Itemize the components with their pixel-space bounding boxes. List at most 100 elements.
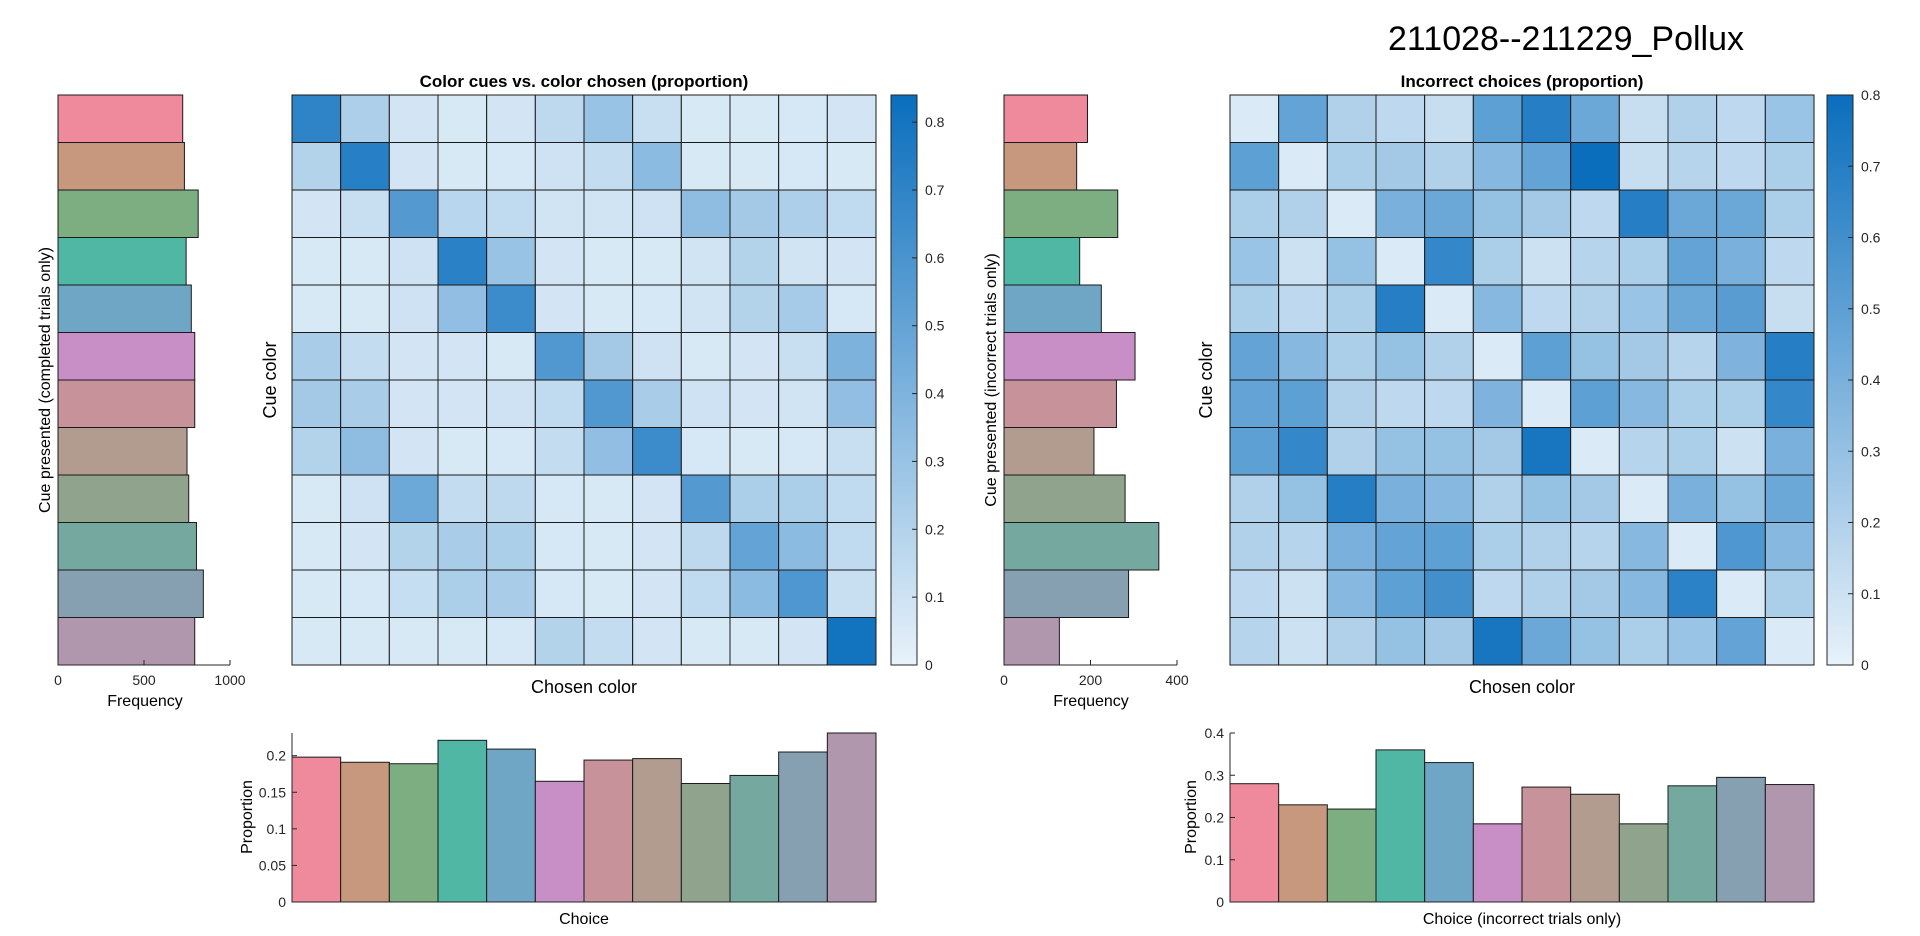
heat-cell — [1618, 379, 1669, 428]
colorbar-tick-label: 0.2 — [1861, 515, 1881, 531]
heat-cell — [291, 94, 342, 143]
heat-cell — [1229, 237, 1280, 286]
heat-cell — [437, 427, 488, 476]
vbar-7 — [1521, 786, 1572, 903]
hist-completed-ylabel: Cue presented (completed trials only) — [37, 247, 54, 513]
x-tick-label: 0 — [54, 672, 62, 688]
heat-cell — [729, 522, 780, 571]
heat-cell — [1229, 379, 1280, 428]
bar-choice-ticks: 0 0.05 0.1 0.15 0.2 — [259, 733, 876, 910]
heat-cell — [1375, 569, 1426, 618]
heat-cell — [1667, 94, 1718, 143]
heat-cell — [388, 569, 439, 618]
hbar-7 — [1003, 379, 1117, 428]
bar-incorrect-panel: 0 0.1 0.2 0.3 0.4 Choice (incorrect trials o… — [1183, 725, 1815, 928]
heat-cell — [583, 474, 634, 523]
vbar-3 — [388, 763, 439, 903]
heat-cell — [291, 284, 342, 333]
heat-cell — [340, 142, 390, 191]
heat-cell — [437, 189, 488, 238]
heat-incorrect-ylabel: Cue color — [1196, 341, 1216, 418]
bar-incorrect-xlabel: Choice (incorrect trials only) — [1423, 911, 1621, 928]
hist-incorrect-ylabel: Cue presented (incorrect trials only) — [983, 253, 1000, 506]
colorbar-tick-label: 0.6 — [925, 250, 945, 266]
heat-cell — [437, 522, 488, 571]
heat-cell — [729, 379, 780, 428]
heat-cell — [1521, 474, 1572, 523]
heat-cell — [1424, 617, 1474, 666]
bar-incorrect-ticks: 0 0.1 0.2 0.3 0.4 — [1205, 725, 1814, 910]
heat-cell — [632, 427, 682, 476]
colorbar-tick-label: 0.7 — [1861, 158, 1881, 174]
colorbar-tick-label: 0.3 — [1861, 443, 1881, 459]
heat-cell — [1229, 617, 1280, 666]
heat-cell — [1472, 284, 1523, 333]
heat-cell — [437, 142, 488, 191]
heat-cell — [1375, 427, 1426, 476]
heat-cell — [486, 522, 536, 571]
heat-cell — [1521, 427, 1572, 476]
colorbar-tick-label: 0.6 — [1861, 230, 1881, 246]
heat-cell — [1667, 332, 1718, 381]
x-tick-label: 1000 — [214, 672, 245, 688]
heat-cell — [1326, 189, 1377, 238]
heat-cell — [1229, 142, 1280, 191]
heat-cell — [1667, 189, 1718, 238]
x-tick-label: 200 — [1079, 672, 1103, 688]
heat-cell — [1424, 332, 1474, 381]
heat-cell — [534, 427, 585, 476]
heat-cell — [486, 474, 536, 523]
heat-cell — [778, 189, 828, 238]
heat-cell — [291, 189, 342, 238]
heat-cell — [1424, 142, 1474, 191]
heat-cell — [1521, 284, 1572, 333]
heat-cell — [1570, 427, 1620, 476]
heat-cell — [1375, 142, 1426, 191]
hbar-2 — [1003, 142, 1078, 191]
vbar-1 — [291, 756, 342, 903]
heat-cell — [340, 474, 390, 523]
heat-cell — [1472, 237, 1523, 286]
heat-cell — [729, 284, 780, 333]
heat-cell — [1375, 617, 1426, 666]
hbar-8 — [57, 427, 188, 476]
heat-cell — [1716, 427, 1766, 476]
heat-cell — [340, 332, 390, 381]
heat-cell — [729, 617, 780, 666]
heat-cell — [1667, 284, 1718, 333]
heat-cell — [729, 332, 780, 381]
y-tick-label: 0 — [278, 894, 286, 910]
hbar-10 — [57, 522, 197, 571]
heat-cell — [1618, 189, 1669, 238]
heat-cell — [1278, 522, 1328, 571]
heat-cell — [778, 94, 828, 143]
heat-cell — [1375, 189, 1426, 238]
colorbar-tick-label: 0.4 — [925, 386, 945, 402]
heat-cell — [1521, 617, 1572, 666]
heat-cell — [729, 427, 780, 476]
heat-cell — [1326, 474, 1377, 523]
heat-cell — [1472, 332, 1523, 381]
heat-cell — [340, 237, 390, 286]
heat-cell — [1472, 189, 1523, 238]
heat-cell — [534, 522, 585, 571]
heat-cell — [486, 142, 536, 191]
heat-cell — [437, 94, 488, 143]
bar-choice-ylabel: Proportion — [239, 780, 256, 854]
heat-cell — [1716, 474, 1766, 523]
heat-cell — [1375, 332, 1426, 381]
heat-cell — [583, 284, 634, 333]
heat-cell — [680, 522, 731, 571]
hbar-6 — [57, 332, 196, 381]
hbar-4 — [57, 237, 187, 286]
hist-incorrect-ticks: 0 200 400 — [1000, 660, 1189, 688]
heat-cell — [1521, 522, 1572, 571]
heat-cell — [1375, 284, 1426, 333]
heat-cell — [729, 94, 780, 143]
vbar-12 — [1764, 784, 1815, 903]
hbar-2 — [57, 142, 185, 191]
colorbar-tick-label: 0.5 — [1861, 301, 1881, 317]
hbar-3 — [1003, 189, 1119, 238]
vbar-10 — [729, 774, 780, 903]
bar-choice-xlabel: Choice — [559, 911, 609, 928]
